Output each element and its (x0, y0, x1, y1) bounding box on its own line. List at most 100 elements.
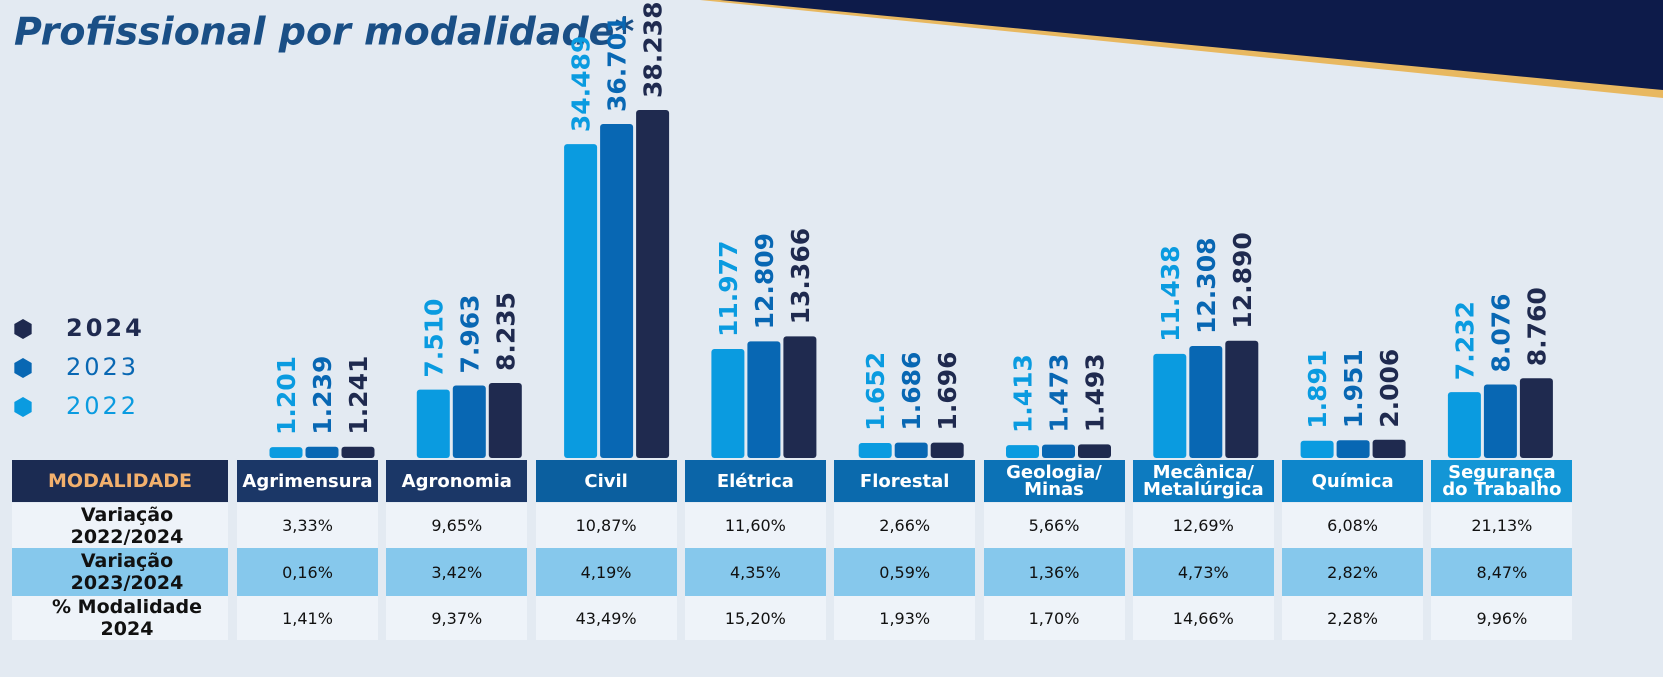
decor-band (720, 0, 1663, 90)
table-cell: 43,49% (535, 596, 677, 640)
bar (1189, 345, 1223, 458)
data-label: 7.510 (419, 299, 448, 378)
table-cell: 4,73% (1132, 548, 1274, 596)
table-cell: 2,28% (1282, 596, 1424, 640)
bar (488, 383, 522, 458)
bar (1153, 353, 1187, 458)
table-cell: 21,13% (1431, 503, 1573, 548)
legend-swatch (14, 358, 32, 378)
data-label: 11.977 (714, 241, 743, 337)
table-cell: 2,66% (834, 503, 976, 548)
data-label: 1.241 (344, 356, 373, 435)
bar (1006, 445, 1039, 458)
column-header: Elétrica (684, 460, 826, 502)
legend-label: 2024 (66, 314, 145, 342)
data-label: 1.951 (1339, 349, 1368, 428)
column-header: Agrimensura (237, 460, 378, 502)
column-header: Florestal (834, 460, 976, 502)
row-label: Variação 2023/2024 (12, 548, 228, 596)
data-label: 7.963 (455, 294, 484, 373)
table-cell: 9,96% (1431, 596, 1573, 640)
data-label: 12.890 (1228, 232, 1257, 328)
bar (452, 385, 486, 458)
table-cell: 8,47% (1431, 548, 1573, 596)
bar (600, 123, 634, 459)
table-cell: 0,59% (834, 548, 976, 596)
data-label: 1.201 (272, 356, 301, 435)
bar (894, 442, 928, 458)
data-label: 12.809 (750, 233, 779, 329)
data-label: 13.366 (786, 228, 815, 324)
bar (711, 348, 745, 458)
table-cell: 3,33% (237, 503, 378, 548)
bar (1078, 444, 1111, 458)
bar (930, 442, 964, 458)
data-label: 8.760 (1522, 287, 1551, 366)
bar (269, 447, 303, 458)
table-cell: 14,66% (1132, 596, 1274, 640)
bar (1372, 439, 1406, 458)
table-cell: 9,65% (386, 503, 528, 548)
bar (1042, 444, 1075, 458)
column-header: Mecânica/ Metalúrgica (1132, 460, 1274, 502)
data-label: 1.891 (1303, 350, 1332, 429)
data-label: 1.473 (1045, 354, 1074, 433)
bar (305, 446, 339, 458)
bar (341, 446, 375, 458)
table-cell: 4,35% (684, 548, 826, 596)
data-label: 2.006 (1375, 349, 1404, 428)
table-cell: 12,69% (1132, 503, 1274, 548)
legend-label: 2022 (66, 392, 139, 420)
bar (416, 389, 450, 458)
column-header: Segurança do Trabalho (1431, 460, 1573, 502)
column-header: Química (1282, 460, 1424, 502)
table-cell: 2,82% (1282, 548, 1424, 596)
table-cell: 1,70% (983, 596, 1125, 640)
bar (1225, 340, 1259, 458)
chart-title: Profissional por modalidade* (14, 10, 634, 54)
data-label: 1.652 (861, 352, 890, 431)
data-label: 11.438 (1156, 245, 1185, 341)
bar (1447, 392, 1481, 458)
row-label: % Modalidade 2024 (12, 596, 228, 640)
bar (1483, 384, 1517, 458)
data-label: 1.493 (1081, 353, 1110, 432)
data-label: 7.232 (1450, 301, 1479, 380)
column-header: Agronomia (386, 460, 528, 502)
table-cell: 15,20% (684, 596, 826, 640)
bar (564, 144, 598, 458)
bar (747, 341, 781, 458)
legend-swatch (14, 397, 32, 417)
bar (1336, 440, 1370, 458)
table-cell: 6,08% (1282, 503, 1424, 548)
bar (783, 336, 817, 458)
column-header: Geologia/ Minas (983, 460, 1125, 502)
data-label: 34.489 (567, 36, 596, 132)
bar (636, 110, 670, 458)
data-label: 8.076 (1486, 293, 1515, 372)
bar (1300, 440, 1334, 458)
legend-swatch (14, 319, 32, 339)
legend-label: 2023 (66, 353, 139, 381)
table-cell: 1,93% (834, 596, 976, 640)
table-cell: 10,87% (535, 503, 677, 548)
table-cell: 0,16% (237, 548, 378, 596)
column-header: Civil (535, 460, 677, 502)
data-label: 36.701 (603, 16, 632, 112)
table-cell: 11,60% (684, 503, 826, 548)
data-label: 1.239 (308, 356, 337, 435)
table-cell: 1,41% (237, 596, 378, 640)
data-label: 1.696 (933, 351, 962, 430)
table-cell: 5,66% (983, 503, 1125, 548)
data-label: 12.308 (1192, 238, 1221, 334)
table-header: MODALIDADE (12, 460, 228, 502)
data-label: 1.686 (897, 352, 926, 431)
data-label: 38.238 (639, 2, 668, 98)
table-cell: 1,36% (983, 548, 1125, 596)
row-label: Variação 2022/2024 (12, 503, 228, 548)
bar (858, 442, 892, 458)
data-label: 1.413 (1009, 354, 1038, 433)
table-cell: 3,42% (386, 548, 528, 596)
